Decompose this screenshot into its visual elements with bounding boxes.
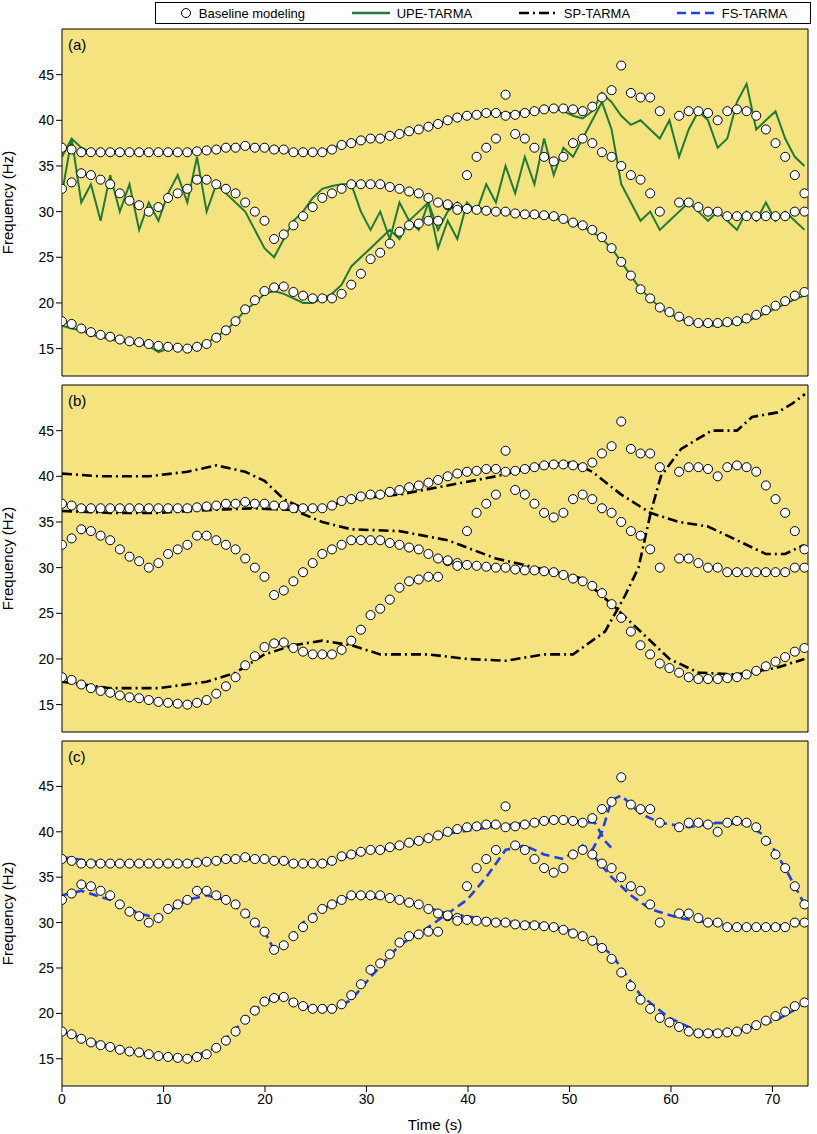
html-text:(a): (a) xyxy=(68,36,87,53)
svg-text:15: 15 xyxy=(38,697,54,713)
svg-text:50: 50 xyxy=(562,1091,578,1107)
svg-text:Frequency (Hz): Frequency (Hz) xyxy=(0,151,16,254)
svg-text:45: 45 xyxy=(38,67,54,83)
svg-text:20: 20 xyxy=(38,295,54,311)
svg-text:30: 30 xyxy=(38,915,54,931)
svg-text:Frequency (Hz): Frequency (Hz) xyxy=(0,862,16,965)
svg-text:25: 25 xyxy=(38,960,54,976)
svg-text:25: 25 xyxy=(38,249,54,265)
svg-text:40: 40 xyxy=(460,1091,476,1107)
html-text:(c): (c) xyxy=(68,748,86,765)
svg-text:70: 70 xyxy=(765,1091,781,1107)
svg-text:20: 20 xyxy=(38,651,54,667)
svg-text:45: 45 xyxy=(38,778,54,794)
html-text:FS-TARMA: FS-TARMA xyxy=(721,5,788,21)
svg-text:40: 40 xyxy=(38,468,54,484)
svg-text:10: 10 xyxy=(156,1091,172,1107)
svg-text:60: 60 xyxy=(663,1091,679,1107)
svg-text:20: 20 xyxy=(38,1005,54,1021)
svg-text:15: 15 xyxy=(38,341,54,357)
html-text:Baseline modeling: Baseline modeling xyxy=(198,5,305,21)
svg-text:40: 40 xyxy=(38,824,54,840)
svg-text:45: 45 xyxy=(38,423,54,439)
svg-text:30: 30 xyxy=(38,204,54,220)
svg-text:30: 30 xyxy=(38,560,54,576)
svg-text:30: 30 xyxy=(359,1091,375,1107)
svg-text:25: 25 xyxy=(38,605,54,621)
html-text:SP-TARMA: SP-TARMA xyxy=(563,5,631,21)
svg-text:35: 35 xyxy=(38,158,54,174)
svg-text:Time (s): Time (s) xyxy=(408,1116,462,1133)
svg-text:15: 15 xyxy=(38,1051,54,1067)
svg-text:Frequency (Hz): Frequency (Hz) xyxy=(0,507,16,610)
html-text:UPE-TARMA: UPE-TARMA xyxy=(396,5,473,21)
svg-text:40: 40 xyxy=(38,112,54,128)
svg-text:35: 35 xyxy=(38,514,54,530)
svg-text:20: 20 xyxy=(257,1091,273,1107)
svg-text:35: 35 xyxy=(38,869,54,885)
svg-text:0: 0 xyxy=(58,1091,66,1107)
html-text:(b): (b) xyxy=(68,392,87,409)
